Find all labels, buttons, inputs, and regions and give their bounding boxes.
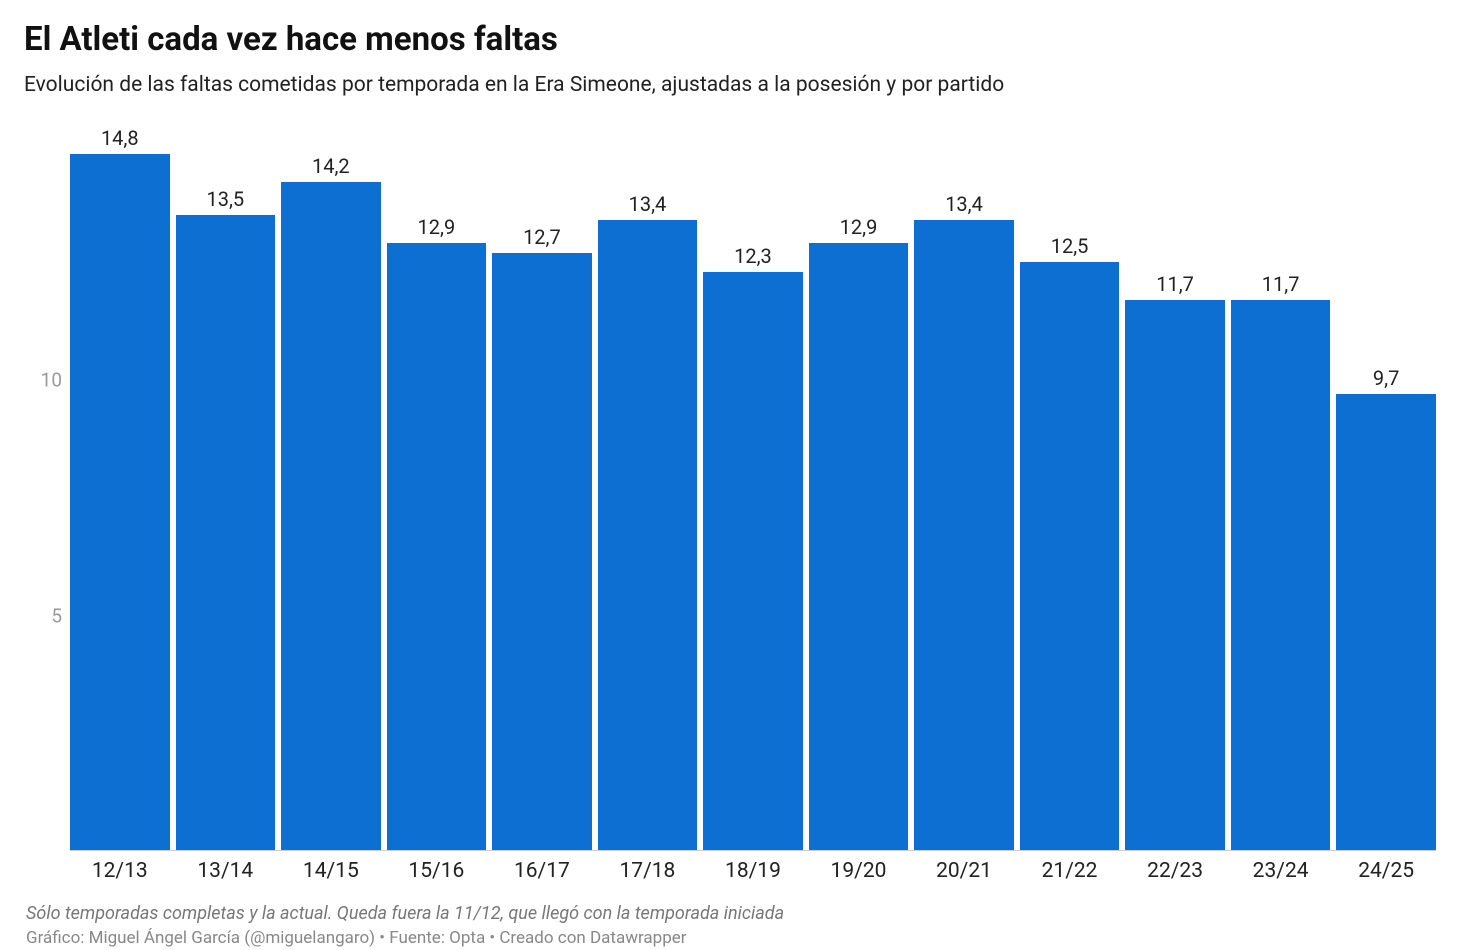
bar xyxy=(598,220,698,850)
bar-slot: 14,8 xyxy=(70,121,170,850)
bar xyxy=(492,253,592,850)
chart-footer: Sólo temporadas completas y la actual. Q… xyxy=(26,903,1436,948)
bar-value-label: 11,7 xyxy=(1262,272,1300,296)
y-axis: 5 10 xyxy=(24,121,70,851)
bar-slot: 11,7 xyxy=(1231,121,1331,850)
bar-slot: 11,7 xyxy=(1125,121,1225,850)
x-tick: 22/23 xyxy=(1125,859,1225,883)
x-axis: 12/1313/1414/1515/1616/1717/1818/1919/20… xyxy=(70,859,1436,883)
credits: Gráfico: Miguel Ángel García (@miguelang… xyxy=(26,928,1436,948)
x-tick: 21/22 xyxy=(1020,859,1120,883)
bar-slot: 12,3 xyxy=(703,121,803,850)
bar xyxy=(70,154,170,850)
bar-value-label: 13,4 xyxy=(629,192,667,216)
x-tick: 23/24 xyxy=(1231,859,1331,883)
x-tick: 19/20 xyxy=(809,859,909,883)
chart-area: 5 10 14,8 13,5 14,2 12,9 12,7 13,4 12,3 12,9 13,4… xyxy=(24,121,1436,851)
bars-container: 14,8 13,5 14,2 12,9 12,7 13,4 12,3 12,9 13,4 12,5… xyxy=(70,121,1436,850)
bar-value-label: 12,7 xyxy=(523,225,561,249)
bar-slot: 12,5 xyxy=(1020,121,1120,850)
chart-subtitle: Evolución de las faltas cometidas por te… xyxy=(24,73,1436,97)
bar-value-label: 9,7 xyxy=(1373,366,1399,390)
bar-value-label: 14,8 xyxy=(101,126,139,150)
bar-slot: 13,4 xyxy=(914,121,1014,850)
footnote: Sólo temporadas completas y la actual. Q… xyxy=(26,903,1436,924)
bar xyxy=(1336,394,1436,850)
x-tick: 20/21 xyxy=(914,859,1014,883)
bar-value-label: 11,7 xyxy=(1156,272,1194,296)
bar-value-label: 12,3 xyxy=(734,244,772,268)
bar xyxy=(387,243,487,850)
x-tick: 15/16 xyxy=(387,859,487,883)
bar xyxy=(176,215,276,850)
bar xyxy=(809,243,909,850)
bar xyxy=(1020,262,1120,850)
bar-slot: 12,9 xyxy=(387,121,487,850)
bar-slot: 13,4 xyxy=(598,121,698,850)
bar-slot: 9,7 xyxy=(1336,121,1436,850)
x-tick: 24/25 xyxy=(1336,859,1436,883)
bar xyxy=(914,220,1014,850)
x-tick: 17/18 xyxy=(598,859,698,883)
bar xyxy=(281,182,381,850)
y-tick: 5 xyxy=(51,604,62,627)
x-tick: 12/13 xyxy=(70,859,170,883)
bar xyxy=(1125,300,1225,850)
bar-value-label: 12,9 xyxy=(840,215,878,239)
bar xyxy=(1231,300,1331,850)
bar-value-label: 12,5 xyxy=(1051,234,1089,258)
y-tick: 10 xyxy=(41,369,62,392)
bar-value-label: 14,2 xyxy=(312,154,350,178)
chart-title: El Atleti cada vez hace menos faltas xyxy=(24,20,1436,59)
bar-slot: 12,7 xyxy=(492,121,592,850)
bar xyxy=(703,272,803,850)
bar-value-label: 13,5 xyxy=(206,187,244,211)
x-tick: 18/19 xyxy=(703,859,803,883)
x-tick: 16/17 xyxy=(492,859,592,883)
x-tick: 14/15 xyxy=(281,859,381,883)
bar-value-label: 12,9 xyxy=(418,215,456,239)
bar-slot: 14,2 xyxy=(281,121,381,850)
plot-area: 14,8 13,5 14,2 12,9 12,7 13,4 12,3 12,9 13,4 12,5… xyxy=(70,121,1436,851)
bar-slot: 13,5 xyxy=(176,121,276,850)
x-tick: 13/14 xyxy=(176,859,276,883)
bar-slot: 12,9 xyxy=(809,121,909,850)
bar-value-label: 13,4 xyxy=(945,192,983,216)
